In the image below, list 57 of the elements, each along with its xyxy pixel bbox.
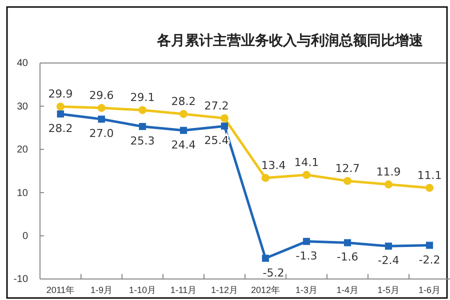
x-tick-label: 1-6月 [418, 284, 441, 295]
point [220, 122, 228, 130]
y-tick-label: 40 [16, 58, 28, 70]
data-label: -2.2 [418, 253, 440, 266]
point [344, 239, 352, 246]
data-label: -2.4 [378, 254, 400, 268]
point [344, 176, 352, 185]
y-tick-label: 10 [16, 188, 28, 199]
point [426, 242, 434, 249]
x-tick-label: 1-3月 [295, 284, 318, 295]
x-tick-label: 1-10月 [128, 284, 156, 295]
y-tick-label: 20 [16, 144, 28, 156]
point [262, 254, 270, 262]
data-label: -1.6 [336, 250, 358, 264]
x-tick-label: 1-5月 [377, 284, 400, 295]
point [262, 174, 270, 182]
point [180, 126, 188, 134]
data-label: 11.1 [417, 168, 442, 182]
data-label: 24.4 [171, 138, 196, 152]
point [98, 104, 106, 112]
data-label: 29.6 [89, 88, 114, 102]
point [180, 110, 188, 118]
point [384, 180, 392, 188]
point [220, 114, 228, 122]
point [302, 170, 310, 179]
x-tick-label: 2011年 [46, 284, 75, 295]
point [138, 106, 146, 114]
data-label: 29.9 [48, 88, 73, 101]
y-tick-label: 30 [16, 101, 28, 112]
y-tick-label: 0 [22, 231, 28, 242]
data-label: -1.3 [296, 249, 318, 262]
data-label: 25.3 [130, 134, 155, 148]
data-label: 28.2 [48, 122, 73, 135]
y-tick-label: -10 [14, 274, 28, 286]
x-tick-label: 1-12月 [210, 284, 238, 295]
point [384, 242, 392, 250]
point [138, 122, 146, 130]
point [302, 238, 310, 245]
point [426, 184, 434, 192]
data-label: 29.1 [130, 91, 155, 104]
chart-title: 各月累计主营业务收入与利润总额同比增速 [156, 32, 424, 49]
data-label: 14.1 [294, 156, 319, 169]
data-label: 28.2 [171, 94, 196, 108]
x-tick-label: 1-11月 [170, 284, 197, 295]
data-label: 13.4 [261, 158, 286, 172]
point [56, 110, 64, 118]
data-label: 11.9 [376, 165, 401, 178]
x-tick-label: 1-4月 [336, 284, 359, 295]
data-label: 25.4 [204, 134, 229, 148]
data-label: 12.7 [335, 162, 360, 175]
x-tick-label: 2012年 [250, 284, 280, 295]
data-label: 27.2 [204, 99, 229, 112]
point [56, 102, 64, 111]
point [98, 116, 106, 123]
data-label: -5.2 [262, 266, 284, 280]
data-label: 27.0 [89, 127, 114, 140]
x-tick-label: 1-9月 [90, 284, 113, 295]
